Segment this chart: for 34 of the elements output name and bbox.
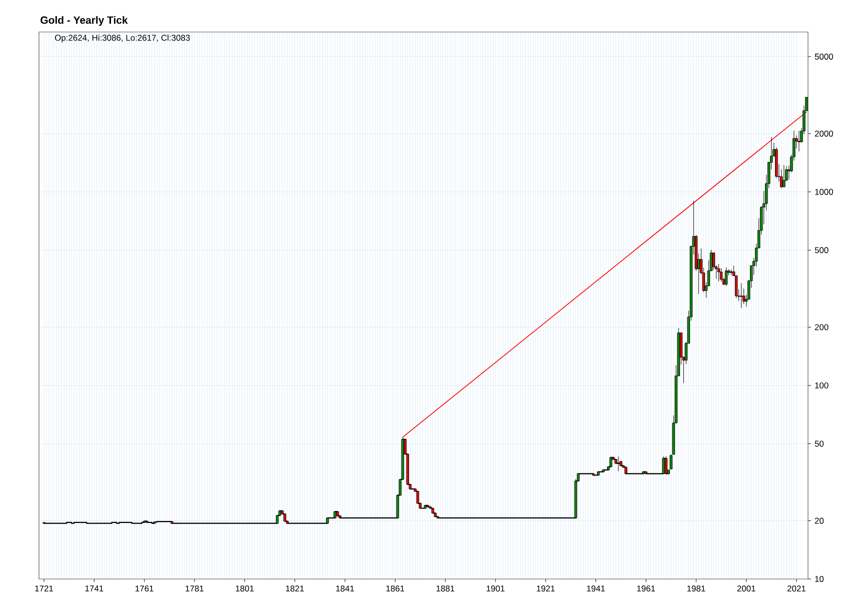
candlestick [782,164,786,188]
x-tick-label: 1881 [436,586,454,592]
x-tick-label: 1841 [336,586,354,592]
x-tick-label: 1821 [286,586,304,592]
x-tick-label: 1861 [386,586,404,592]
candlestick [664,456,668,474]
x-tick-label: 1901 [486,586,504,592]
annotation: Op:2624, Hi:3086, Lo:2617, Cl:3083 [54,34,190,42]
x-tick-label: 2001 [737,586,756,592]
candlestick [609,457,612,468]
candlestick [734,275,738,298]
x-tick-label: 2021 [787,586,806,592]
y-tick-label: 100 [815,382,828,388]
x-tick-label: 1741 [85,586,104,592]
y-tick-label: 2000 [814,130,834,137]
x-tick-label: 1941 [587,586,605,592]
y-tick-label: 500 [814,247,828,254]
y-tick-label: 20 [814,518,824,524]
candlestick [720,268,723,282]
y-tick-label: 50 [814,440,824,447]
x-tick-label: 1981 [687,586,706,592]
y-tick-label: 5000 [814,54,834,60]
y-tick-label: 1000 [815,188,834,195]
chart-title: Gold - Yearly Tick [40,16,128,26]
x-tick-label: 1801 [236,586,254,592]
candlestick [740,282,743,308]
x-tick-label: 1721 [35,586,54,592]
x-tick-label: 1761 [136,586,154,592]
x-tick-label: 1781 [186,586,204,592]
y-tick-label: 200 [814,324,828,330]
candlestick [662,456,665,474]
x-tick-label: 1961 [637,586,655,592]
x-tick-label: 1921 [536,586,555,592]
y-tick-label: 10 [815,576,824,582]
